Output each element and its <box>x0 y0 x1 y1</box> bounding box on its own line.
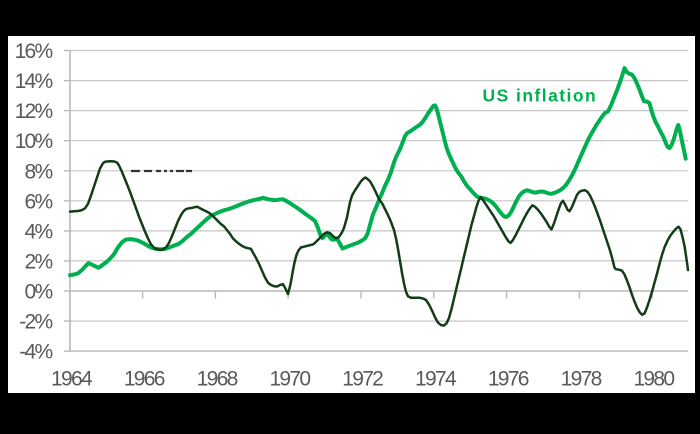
svg-text:US inflation: US inflation <box>483 86 598 106</box>
svg-text:1976: 1976 <box>488 368 529 391</box>
svg-text:12%: 12% <box>15 100 53 123</box>
svg-text:1970: 1970 <box>269 368 310 391</box>
svg-text:1966: 1966 <box>124 368 165 391</box>
svg-text:6%: 6% <box>25 190 53 213</box>
svg-text:8%: 8% <box>25 160 53 183</box>
svg-text:1974: 1974 <box>415 368 457 391</box>
svg-text:1972: 1972 <box>342 368 383 391</box>
svg-text:1968: 1968 <box>197 368 238 391</box>
svg-text:14%: 14% <box>15 70 53 93</box>
svg-text:-4%: -4% <box>19 341 52 364</box>
svg-text:1980: 1980 <box>633 368 674 391</box>
svg-text:0%: 0% <box>25 281 53 304</box>
svg-text:4%: 4% <box>25 220 53 243</box>
svg-text:16%: 16% <box>15 40 53 63</box>
svg-text:2%: 2% <box>25 250 53 273</box>
svg-text:-2%: -2% <box>19 311 52 334</box>
svg-text:1964: 1964 <box>51 368 93 391</box>
svg-text:1978: 1978 <box>561 368 602 391</box>
svg-text:10%: 10% <box>15 130 53 153</box>
